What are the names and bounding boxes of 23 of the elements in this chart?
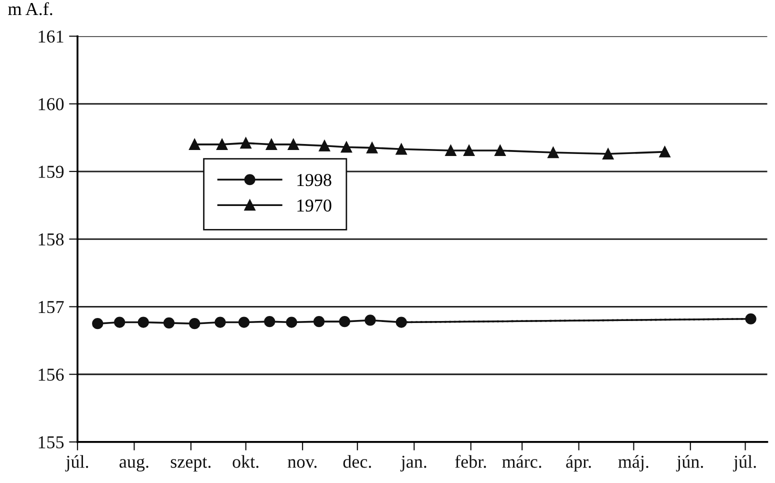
x-tick-label: júl. — [65, 455, 88, 472]
x-tick-label: ápr. — [566, 455, 591, 472]
x-tick-label: nov. — [288, 459, 317, 468]
y-tick-label: 160 — [38, 98, 64, 110]
x-tick-label: jún. — [676, 455, 704, 472]
y-tick-label: 155 — [38, 436, 64, 448]
legend-label: 1970 — [297, 199, 332, 212]
x-tick-label: szept. — [170, 458, 211, 472]
x-tick-label: okt. — [232, 455, 258, 468]
y-tick-label: 157 — [38, 301, 64, 314]
legend-label: 1998 — [297, 174, 332, 186]
y-tick-label: 158 — [38, 233, 64, 246]
y-tick-label: 161 — [38, 30, 64, 43]
x-tick-label: márc. — [502, 455, 542, 468]
x-tick-label: febr. — [455, 454, 486, 468]
y-axis-title: m A.f. — [8, 2, 52, 16]
x-tick-label: máj. — [618, 455, 648, 472]
y-tick-label: 156 — [38, 368, 64, 381]
x-tick-label: dec. — [343, 455, 372, 468]
x-tick-label: jan. — [400, 456, 426, 472]
x-tick-label: aug. — [120, 458, 148, 472]
y-tick-label: 159 — [38, 166, 64, 178]
x-tick-label: júl. — [732, 455, 756, 472]
